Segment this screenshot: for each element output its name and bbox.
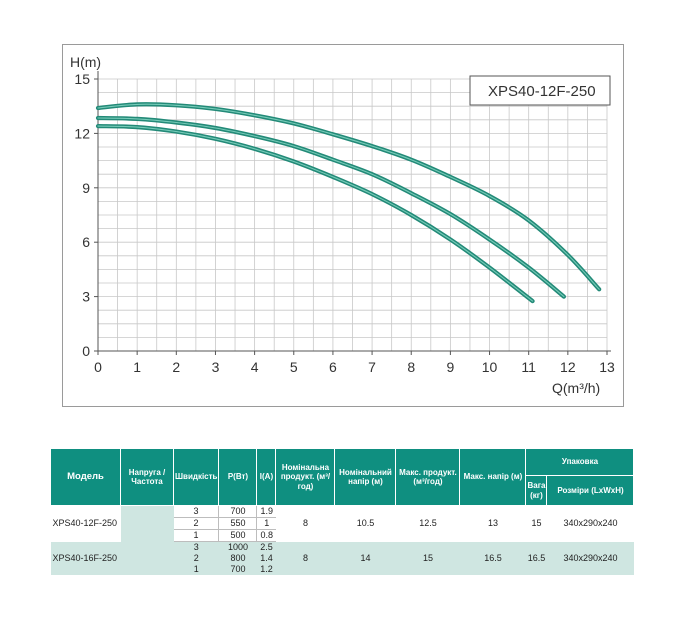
performance-curves [95,102,602,304]
power-cell: 700 [218,505,258,518]
x-tick-label: 7 [368,359,376,375]
nominal-head-cell: 10.5 [334,505,396,542]
y-tick-label: 3 [82,289,90,305]
model-cell: XPS40-12F-250 [50,505,121,542]
y-tick-label: 9 [82,180,90,196]
header-nominal-head: Номінальний напір (м) [334,448,397,506]
current-cell: 1.4 [256,553,276,564]
nominal-flow-cell: 8 [275,541,335,575]
axes [97,71,611,352]
speed-cell: 3 [173,505,220,518]
x-tick-label: 9 [446,359,454,375]
y-axis-label: H(m) [70,54,101,70]
x-tick-label: 11 [521,359,536,375]
grid [97,78,608,352]
x-tick-label: 4 [251,359,259,375]
speed-cell: 1 [173,564,219,575]
curve-series-3-highlight [97,125,534,302]
header-max-head: Макс. напір (м) [459,448,527,506]
header-max-flow: Макс. продукт. (м³/год) [395,448,461,506]
speed-cell: 3 [173,541,219,553]
y-tick-label: 0 [82,343,90,359]
header-weight: Вага (кг) [525,475,548,506]
chart-title: XPS40-12F-250 [488,83,596,100]
max-head-cell: 13 [459,505,526,542]
chart-legend: XPS40-12F-250 [469,75,611,106]
speed-cell: 2 [173,553,219,564]
power-cell: 500 [218,529,258,542]
current-cell: 0.8 [256,529,276,542]
x-tick-label: 0 [94,359,102,375]
y-tick-label: 15 [74,71,90,87]
current-cell: 1 [256,517,276,530]
speed-cell: 1 [173,529,220,542]
current-cell: 2.5 [256,541,276,553]
x-tick-label: 1 [133,359,141,375]
header-model: Модель [50,448,121,506]
x-tick-label: 12 [560,359,576,375]
table-row: XPS40-16F-250 3 1000 2.5 8 14 15 16.5 16… [50,541,634,575]
header-dimensions: Розміри (LxWxH) [546,475,635,506]
max-head-cell: 16.5 [459,541,526,575]
x-tick-label: 10 [482,359,498,375]
max-flow-cell: 12.5 [395,505,460,542]
x-tick-label: 8 [407,359,415,375]
table-row: 2 550 1 [51,517,634,530]
power-cell: 1000 [218,541,257,553]
x-tick-label: 5 [290,359,298,375]
chart-frame [62,44,624,407]
header-current: I(A) [256,448,277,506]
x-axis-label: Q(m³/h) [552,380,600,396]
nominal-flow-cell: 8 [275,505,335,542]
y-tick-label: 12 [74,125,90,141]
y-tick-label: 6 [82,234,90,250]
header-voltage: Напруга /Частота [120,448,174,506]
x-tick-label: 2 [172,359,180,375]
power-cell: 700 [218,564,257,575]
current-cell: 1.2 [256,564,276,575]
table-row: 2 800 1.4 [51,553,634,564]
dimensions-cell: 340x290x240 [546,541,634,575]
x-tick-label: 13 [599,359,615,375]
speed-cell: 2 [173,517,220,530]
nominal-head-cell: 14 [334,541,396,575]
table-row: 1 700 1.2 [51,564,634,575]
curve-series-2-highlight [97,117,565,298]
dimensions-cell: 340x290x240 [546,505,634,542]
model-cell: XPS40-16F-250 [50,541,121,575]
curve-series-1-highlight [97,103,600,290]
voltage-cell [120,505,174,575]
weight-cell: 15 [525,505,547,542]
max-flow-cell: 15 [395,541,460,575]
x-tick-label: 3 [212,359,220,375]
header-nominal-flow: Номінальна продукт. (м³/год) [275,448,336,506]
power-cell: 550 [218,517,258,530]
current-cell: 1.9 [256,505,276,518]
header-packing: Упаковка [525,448,635,476]
x-tick-label: 6 [329,359,337,375]
table-row: 1 500 0.8 [51,529,634,542]
header-power: P(Вт) [218,448,258,506]
power-cell: 800 [218,553,257,564]
spec-table: Модель Напруга /Частота Швидкість P(Вт) … [50,448,635,575]
weight-cell: 16.5 [525,541,547,575]
table-row: XPS40-12F-250 3 700 1.9 8 10.5 12.5 13 1… [50,505,634,575]
header-speed: Швидкість [172,448,220,506]
